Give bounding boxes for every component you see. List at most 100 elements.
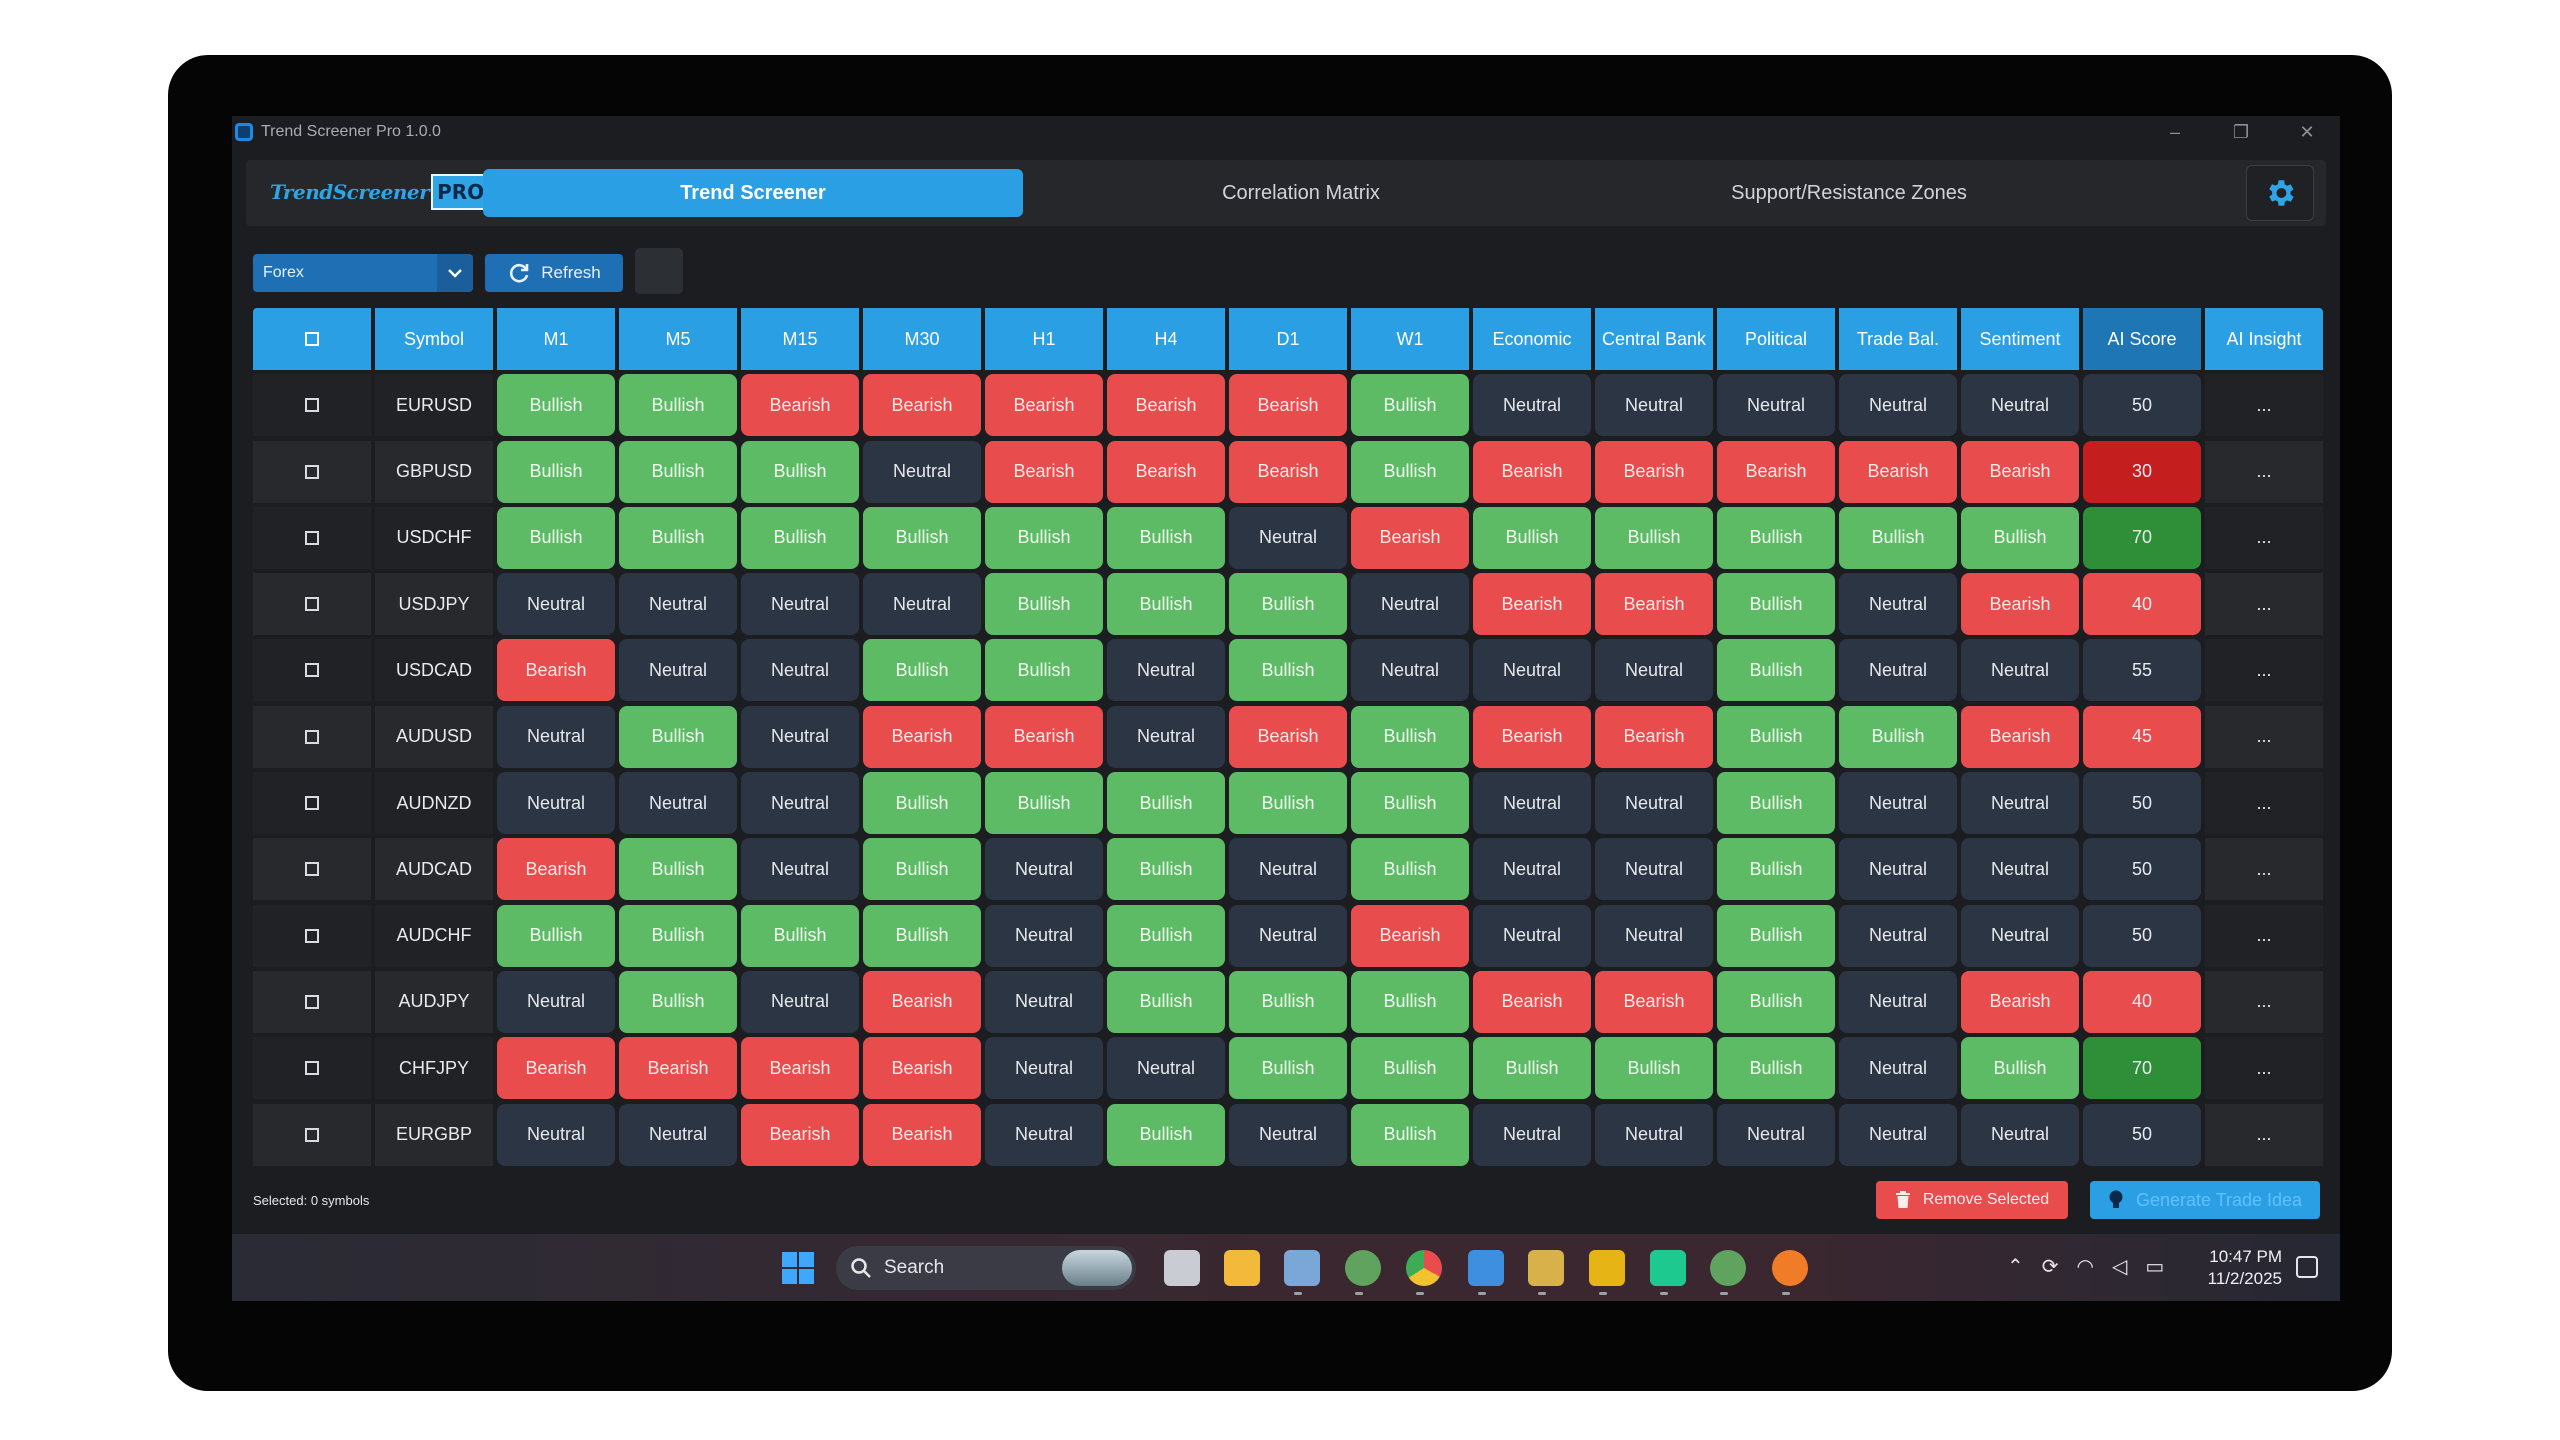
signal-cell: Bullish — [497, 374, 615, 437]
toolbar-extra-button[interactable] — [635, 248, 683, 294]
row-checkbox[interactable] — [305, 729, 319, 744]
app-icon-gold[interactable] — [1528, 1250, 1564, 1286]
column-header[interactable]: Sentiment — [1961, 308, 2079, 370]
tab-correlation-matrix[interactable]: Correlation Matrix — [1222, 181, 1380, 204]
ai-insight-cell[interactable]: ... — [2205, 1037, 2323, 1100]
chevron-up-icon[interactable]: ⌃ — [2007, 1256, 2024, 1278]
app-icon-green-2[interactable] — [1710, 1250, 1746, 1286]
notepad-icon[interactable] — [1468, 1250, 1504, 1286]
row-checkbox[interactable] — [305, 1127, 319, 1142]
row-checkbox[interactable] — [305, 597, 319, 612]
row-select-cell — [253, 1103, 371, 1166]
column-header[interactable]: AI Insight — [2205, 308, 2323, 370]
ai-insight-cell[interactable]: ... — [2205, 705, 2323, 768]
market-select[interactable]: Forex — [253, 254, 473, 292]
column-header[interactable]: M1 — [497, 308, 615, 370]
tab-trend-screener[interactable]: Trend Screener — [483, 169, 1023, 217]
notification-icon[interactable] — [2296, 1256, 2318, 1278]
signal-cell: Bullish — [1717, 506, 1835, 569]
row-checkbox[interactable] — [305, 1061, 319, 1076]
symbol-cell[interactable]: AUDCHF — [375, 904, 493, 967]
close-button[interactable]: ✕ — [2299, 121, 2315, 142]
signal-cell: Neutral — [497, 573, 615, 636]
symbol-cell[interactable]: AUDJPY — [375, 970, 493, 1033]
app-icon-green-1[interactable] — [1345, 1250, 1381, 1286]
volume-icon[interactable]: ◁ — [2111, 1256, 2128, 1278]
ai-insight-cell[interactable]: ... — [2205, 838, 2323, 901]
select-all-checkbox[interactable] — [305, 332, 319, 346]
column-header[interactable]: Political — [1717, 308, 1835, 370]
symbol-cell[interactable]: AUDNZD — [375, 772, 493, 835]
column-header[interactable]: Trade Bal. — [1839, 308, 1957, 370]
row-checkbox[interactable] — [305, 862, 319, 877]
column-header[interactable]: M30 — [863, 308, 981, 370]
ai-insight-cell[interactable]: ... — [2205, 1103, 2323, 1166]
sublime-text-icon[interactable] — [1589, 1250, 1625, 1286]
ai-insight-cell[interactable]: ... — [2205, 772, 2323, 835]
windows-start-icon[interactable] — [782, 1252, 814, 1284]
ai-insight-cell[interactable]: ... — [2205, 374, 2323, 437]
settings-button[interactable] — [2246, 165, 2314, 221]
column-header[interactable]: Economic — [1473, 308, 1591, 370]
wifi-icon[interactable]: ◠ — [2076, 1256, 2094, 1278]
task-view-icon[interactable] — [1164, 1250, 1200, 1286]
column-header[interactable]: M5 — [619, 308, 737, 370]
row-checkbox[interactable] — [305, 464, 319, 479]
column-header[interactable]: M15 — [741, 308, 859, 370]
pycharm-icon[interactable] — [1650, 1250, 1686, 1286]
taskbar-clock[interactable]: 10:47 PM 11/2/2025 — [2198, 1246, 2282, 1290]
signal-cell: Bearish — [619, 1037, 737, 1100]
signal-cell: Bearish — [1351, 904, 1469, 967]
taskbar-search[interactable]: Search — [836, 1246, 1136, 1290]
column-header[interactable]: Symbol — [375, 308, 493, 370]
battery-icon[interactable]: ▭ — [2145, 1256, 2165, 1278]
symbol-cell[interactable]: USDCHF — [375, 506, 493, 569]
row-checkbox[interactable] — [305, 928, 319, 943]
remove-selected-label: Remove Selected — [1922, 1191, 2050, 1208]
symbol-cell[interactable]: USDCAD — [375, 639, 493, 702]
ai-insight-cell[interactable]: ... — [2205, 970, 2323, 1033]
signal-cell: Bullish — [619, 374, 737, 437]
row-checkbox[interactable] — [305, 994, 319, 1009]
row-checkbox[interactable] — [305, 530, 319, 545]
signal-cell: Neutral — [741, 838, 859, 901]
row-checkbox[interactable] — [305, 663, 319, 678]
signal-cell: Bullish — [863, 838, 981, 901]
symbol-cell[interactable]: EURUSD — [375, 374, 493, 437]
maximize-button[interactable]: ❐ — [2232, 121, 2250, 142]
column-header[interactable]: Central Bank — [1595, 308, 1713, 370]
symbol-cell[interactable]: AUDUSD — [375, 705, 493, 768]
column-header[interactable]: H1 — [985, 308, 1103, 370]
symbol-cell[interactable]: AUDCAD — [375, 838, 493, 901]
column-header[interactable]: H4 — [1107, 308, 1225, 370]
minimize-button[interactable]: – — [2169, 121, 2180, 142]
file-explorer-icon[interactable] — [1224, 1250, 1260, 1286]
signal-cell: Neutral — [1839, 639, 1957, 702]
row-checkbox[interactable] — [305, 398, 319, 413]
ai-insight-cell[interactable]: ... — [2205, 904, 2323, 967]
ai-insight-cell[interactable]: ... — [2205, 573, 2323, 636]
symbol-cell[interactable]: GBPUSD — [375, 440, 493, 503]
chevron-down-icon[interactable] — [437, 254, 473, 292]
jupyter-icon[interactable] — [1772, 1250, 1808, 1286]
symbol-cell[interactable]: EURGBP — [375, 1103, 493, 1166]
tab-support-resistance[interactable]: Support/Resistance Zones — [1731, 181, 1967, 204]
symbol-cell[interactable]: CHFJPY — [375, 1037, 493, 1100]
search-icon — [851, 1258, 871, 1278]
row-select-cell — [253, 772, 371, 835]
signal-cell: Bullish — [1351, 440, 1469, 503]
generate-trade-idea-button[interactable]: Generate Trade Idea — [2090, 1181, 2320, 1219]
sync-icon[interactable]: ⟳ — [2041, 1256, 2059, 1278]
column-header[interactable]: AI Score — [2083, 308, 2201, 370]
column-header[interactable]: W1 — [1351, 308, 1469, 370]
row-checkbox[interactable] — [305, 796, 319, 811]
column-header[interactable]: D1 — [1229, 308, 1347, 370]
refresh-button[interactable]: Refresh — [485, 254, 623, 292]
remove-selected-button[interactable]: Remove Selected — [1876, 1181, 2068, 1219]
ai-insight-cell[interactable]: ... — [2205, 506, 2323, 569]
symbol-cell[interactable]: USDJPY — [375, 573, 493, 636]
remote-desktop-icon[interactable] — [1284, 1250, 1320, 1286]
chrome-icon[interactable] — [1406, 1250, 1442, 1286]
ai-insight-cell[interactable]: ... — [2205, 440, 2323, 503]
ai-insight-cell[interactable]: ... — [2205, 639, 2323, 702]
